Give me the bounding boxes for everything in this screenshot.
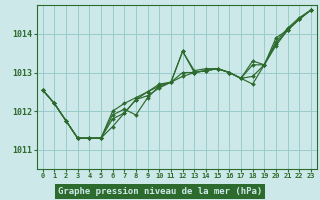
Text: Graphe pression niveau de la mer (hPa): Graphe pression niveau de la mer (hPa) xyxy=(58,187,262,196)
